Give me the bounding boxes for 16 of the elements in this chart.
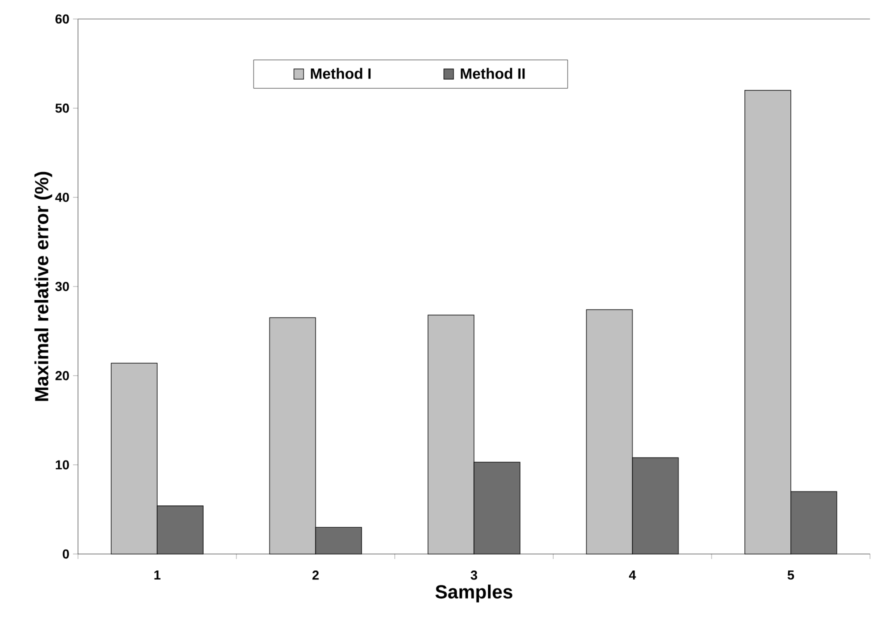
y-tick-label: 50 [55, 104, 69, 113]
y-tick-label: 20 [55, 371, 69, 380]
x-tick-label: 4 [628, 570, 636, 580]
legend-label: Method II [460, 68, 525, 79]
y-tick-label: 30 [55, 282, 69, 292]
y-tick-label: 40 [55, 192, 69, 202]
y-axis-title: Maximal relative error (%) [34, 172, 52, 401]
x-tick-label: 5 [788, 570, 794, 580]
x-tick-label: 1 [154, 570, 160, 580]
x-axis-title: Samples [435, 584, 512, 602]
x-tick-label: 3 [470, 570, 478, 580]
y-tick-label: 10 [56, 460, 69, 470]
x-tick-label: 2 [312, 570, 319, 580]
y-tick-label: 0 [62, 549, 69, 559]
y-tick-label: 60 [55, 14, 69, 24]
legend-label: Method I [310, 68, 371, 79]
